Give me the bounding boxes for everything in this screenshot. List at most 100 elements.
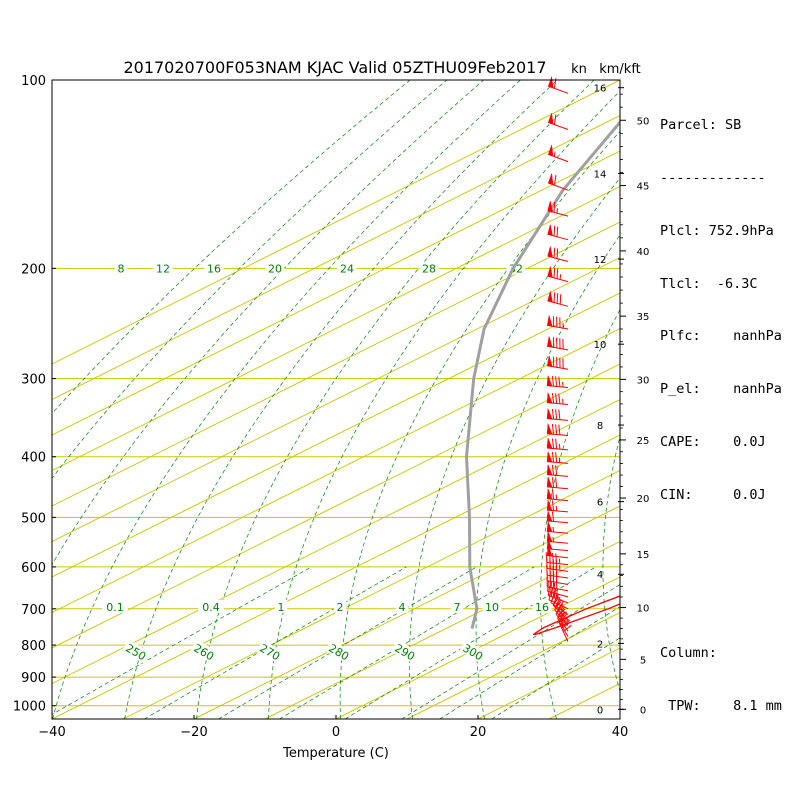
barb-shaft (558, 622, 569, 642)
barb-full (553, 202, 556, 213)
cin-value: CIN: 0.0J (660, 486, 766, 503)
barb-half (555, 505, 558, 511)
mixing-ratio-label: 2 (333, 599, 347, 614)
barb-shaft (547, 580, 569, 585)
dry-adiabat-label: 280 (324, 639, 354, 664)
barb-shaft (552, 605, 569, 621)
label-background (114, 261, 128, 275)
isotherm-line (52, 221, 620, 507)
wind-barb (546, 476, 569, 490)
barb-flag (547, 224, 553, 236)
barb-full (552, 552, 554, 564)
barb-full (555, 465, 558, 476)
km-tick-label: 14 (594, 169, 607, 180)
dry-adiabat-line (408, 177, 620, 719)
kft-tick-label: 25 (637, 436, 650, 447)
pressure-tick-label: 200 (21, 262, 46, 277)
mixing-ratio-label-text: 16 (535, 601, 549, 614)
label-background (333, 599, 347, 613)
kft-tick-label: 15 (637, 550, 650, 561)
dry-adiabat-lines (52, 80, 620, 719)
isotherm-label-text: 24 (340, 262, 354, 275)
pressure-tick-label: 400 (21, 451, 46, 466)
barb-flag (547, 76, 554, 89)
isotherm-line (52, 292, 620, 578)
wind-barb (547, 76, 569, 94)
wind-barb (546, 451, 569, 464)
barb-shaft (547, 586, 569, 592)
mixing-ratio-line (144, 566, 407, 719)
column-label: Column: (660, 645, 717, 661)
kft-tick-label: 45 (637, 182, 650, 193)
label-background (121, 639, 151, 664)
pressure-tick-label: 900 (21, 671, 46, 686)
barb-flag (546, 476, 553, 488)
label-background (204, 261, 224, 275)
cape-value: CAPE: 0.0J (660, 433, 766, 450)
barb-full (551, 489, 555, 500)
mixing-ratio-label-text: 7 (454, 601, 461, 614)
barb-full (551, 464, 555, 476)
wind-barb (547, 173, 569, 191)
wind-barb (547, 291, 569, 307)
label-background (419, 261, 439, 275)
wind-barb (547, 315, 569, 330)
barb-full (555, 376, 558, 387)
label-background (458, 639, 488, 664)
label-background (274, 599, 288, 613)
pressure-tick-label: 500 (21, 511, 46, 526)
pressure-tick-label: 600 (21, 561, 46, 576)
barb-full (551, 408, 555, 420)
barb-full (559, 294, 562, 305)
isotherm-line (52, 434, 620, 719)
tlcl-value: Tlcl: -6.3C (660, 275, 758, 292)
barb-full (553, 247, 556, 258)
barb-flag (546, 375, 553, 387)
barb-flag (547, 336, 553, 348)
pressure-tick-label: 300 (21, 373, 46, 388)
wind-barb (547, 144, 569, 163)
isotherm-label-text: 20 (268, 262, 282, 275)
isotherm-label-text: 12 (156, 262, 170, 275)
barb-half (558, 444, 561, 450)
isotherm-line (52, 185, 620, 472)
dry-adiabat-label: 300 (458, 639, 488, 664)
barb-full (551, 438, 555, 449)
label-background (450, 599, 464, 613)
isotherm-label: 28 (419, 261, 439, 275)
isotherm-line (52, 80, 620, 365)
barb-full (551, 451, 555, 463)
isotherm-line (52, 327, 620, 614)
barb-full (556, 268, 559, 279)
mixing-ratio-lines (52, 566, 620, 719)
barb-flag (547, 112, 554, 125)
barb-flag (547, 291, 553, 303)
barb-flag (547, 315, 553, 327)
wind-barb (547, 112, 569, 130)
barb-flag (546, 464, 553, 476)
barb-full (553, 587, 557, 598)
barb-full (560, 619, 569, 626)
mixing-ratio-label: 1 (274, 599, 288, 614)
parcel-info-panel: Parcel: SB ------------- Plcl: 752.9hPa … (660, 82, 782, 733)
isotherm-line (52, 114, 620, 401)
wind-barb (547, 224, 569, 241)
barb-half (562, 381, 564, 388)
barb-shaft (548, 595, 569, 604)
barb-shaft (555, 613, 569, 632)
isotherm-label: 20 (265, 261, 285, 275)
mixing-ratio-label-text: 0.4 (202, 601, 220, 614)
barb-flag (546, 392, 553, 404)
barb-flag (547, 200, 553, 213)
barb-full (551, 511, 555, 522)
barb-full (551, 477, 555, 488)
mixing-ratio-label: 4 (395, 599, 409, 614)
wind-barb (547, 246, 569, 262)
isotherm-label: 24 (337, 261, 357, 275)
barb-full (556, 248, 559, 259)
plcl-value: Plcl: 752.9hPa (660, 222, 774, 239)
plfc-value: Plfc: nanhPa (660, 328, 782, 345)
p-el-value: P_el: nanhPa (660, 381, 782, 398)
mixing-ratio-label: 0.1 (102, 599, 128, 614)
isotherm-label-text: 8 (118, 262, 125, 275)
